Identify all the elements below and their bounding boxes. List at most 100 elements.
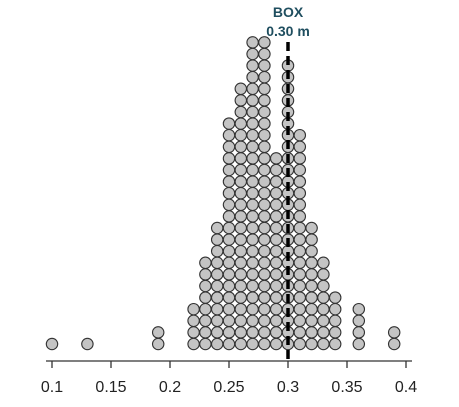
data-point	[293, 314, 307, 328]
data-point	[222, 117, 236, 130]
data-point	[199, 302, 212, 316]
data-point	[293, 268, 307, 281]
data-point	[246, 186, 259, 200]
data-point	[293, 210, 307, 223]
data-point	[199, 256, 212, 270]
data-point	[293, 256, 307, 270]
data-point	[222, 186, 236, 200]
data-point	[293, 337, 307, 351]
data-point	[293, 302, 307, 316]
data-point	[258, 233, 271, 246]
data-point	[305, 279, 318, 293]
data-point	[269, 279, 283, 293]
data-point	[258, 128, 271, 142]
data-point	[258, 302, 271, 316]
dots-layer	[45, 36, 401, 351]
data-point	[246, 128, 259, 142]
data-point	[305, 233, 318, 246]
data-point	[317, 256, 330, 270]
data-point	[258, 244, 271, 258]
data-point	[269, 302, 283, 316]
data-point	[317, 314, 330, 328]
data-point	[293, 186, 307, 200]
data-point	[293, 128, 307, 142]
data-point	[258, 59, 271, 72]
data-point	[222, 279, 236, 293]
data-point	[352, 302, 366, 316]
data-point	[258, 70, 271, 84]
data-point	[293, 163, 307, 177]
data-point	[246, 256, 259, 270]
data-point	[258, 163, 271, 177]
data-point	[293, 198, 307, 212]
data-point	[269, 326, 283, 339]
data-point	[234, 117, 248, 130]
data-point	[234, 326, 248, 339]
data-point	[222, 233, 236, 246]
data-point	[199, 291, 212, 304]
data-point	[222, 337, 236, 351]
data-point	[187, 302, 200, 316]
x-tick-label: 0.25	[213, 379, 244, 396]
data-point	[234, 175, 248, 188]
data-point	[258, 198, 271, 212]
data-point	[246, 326, 259, 339]
data-point	[258, 152, 271, 165]
data-point	[317, 326, 330, 339]
data-point	[210, 314, 224, 328]
data-point	[199, 337, 212, 351]
data-point	[222, 128, 236, 142]
data-point	[258, 314, 271, 328]
data-point	[328, 337, 342, 351]
data-point	[305, 268, 318, 281]
data-point	[246, 152, 259, 165]
data-point	[328, 314, 342, 328]
data-point	[258, 82, 271, 96]
data-point	[210, 268, 224, 281]
data-point	[293, 140, 307, 154]
data-point	[246, 70, 259, 84]
data-point	[234, 128, 248, 142]
reference-label: BOX	[273, 4, 304, 20]
data-point	[234, 186, 248, 200]
data-point	[293, 233, 307, 246]
data-point	[246, 221, 259, 235]
data-point	[328, 302, 342, 316]
data-point	[234, 233, 248, 246]
x-tick-label: 0.35	[331, 379, 362, 396]
x-tick-label: 0.4	[395, 379, 417, 396]
data-point	[246, 244, 259, 258]
data-point	[234, 314, 248, 328]
data-point	[246, 82, 259, 96]
data-point	[293, 221, 307, 235]
data-point	[246, 337, 259, 351]
data-point	[269, 198, 283, 212]
data-point	[328, 291, 342, 304]
data-point	[305, 302, 318, 316]
data-point	[258, 326, 271, 339]
data-point	[317, 337, 330, 351]
data-point	[246, 198, 259, 212]
data-point	[317, 268, 330, 281]
data-point	[269, 210, 283, 223]
data-point	[246, 140, 259, 154]
data-point	[210, 256, 224, 270]
data-point	[305, 314, 318, 328]
data-point	[199, 268, 212, 281]
data-point	[246, 302, 259, 316]
data-point	[222, 326, 236, 339]
data-point	[246, 105, 259, 119]
data-point	[222, 152, 236, 165]
data-point	[234, 105, 248, 119]
data-point	[269, 221, 283, 235]
data-point	[234, 140, 248, 154]
data-point	[222, 302, 236, 316]
data-point	[387, 326, 401, 339]
data-point	[234, 291, 248, 304]
data-point	[222, 163, 236, 177]
data-point	[45, 337, 59, 351]
reference-value-label: 0.30 m	[266, 23, 310, 39]
data-point	[352, 326, 366, 339]
data-point	[222, 210, 236, 223]
